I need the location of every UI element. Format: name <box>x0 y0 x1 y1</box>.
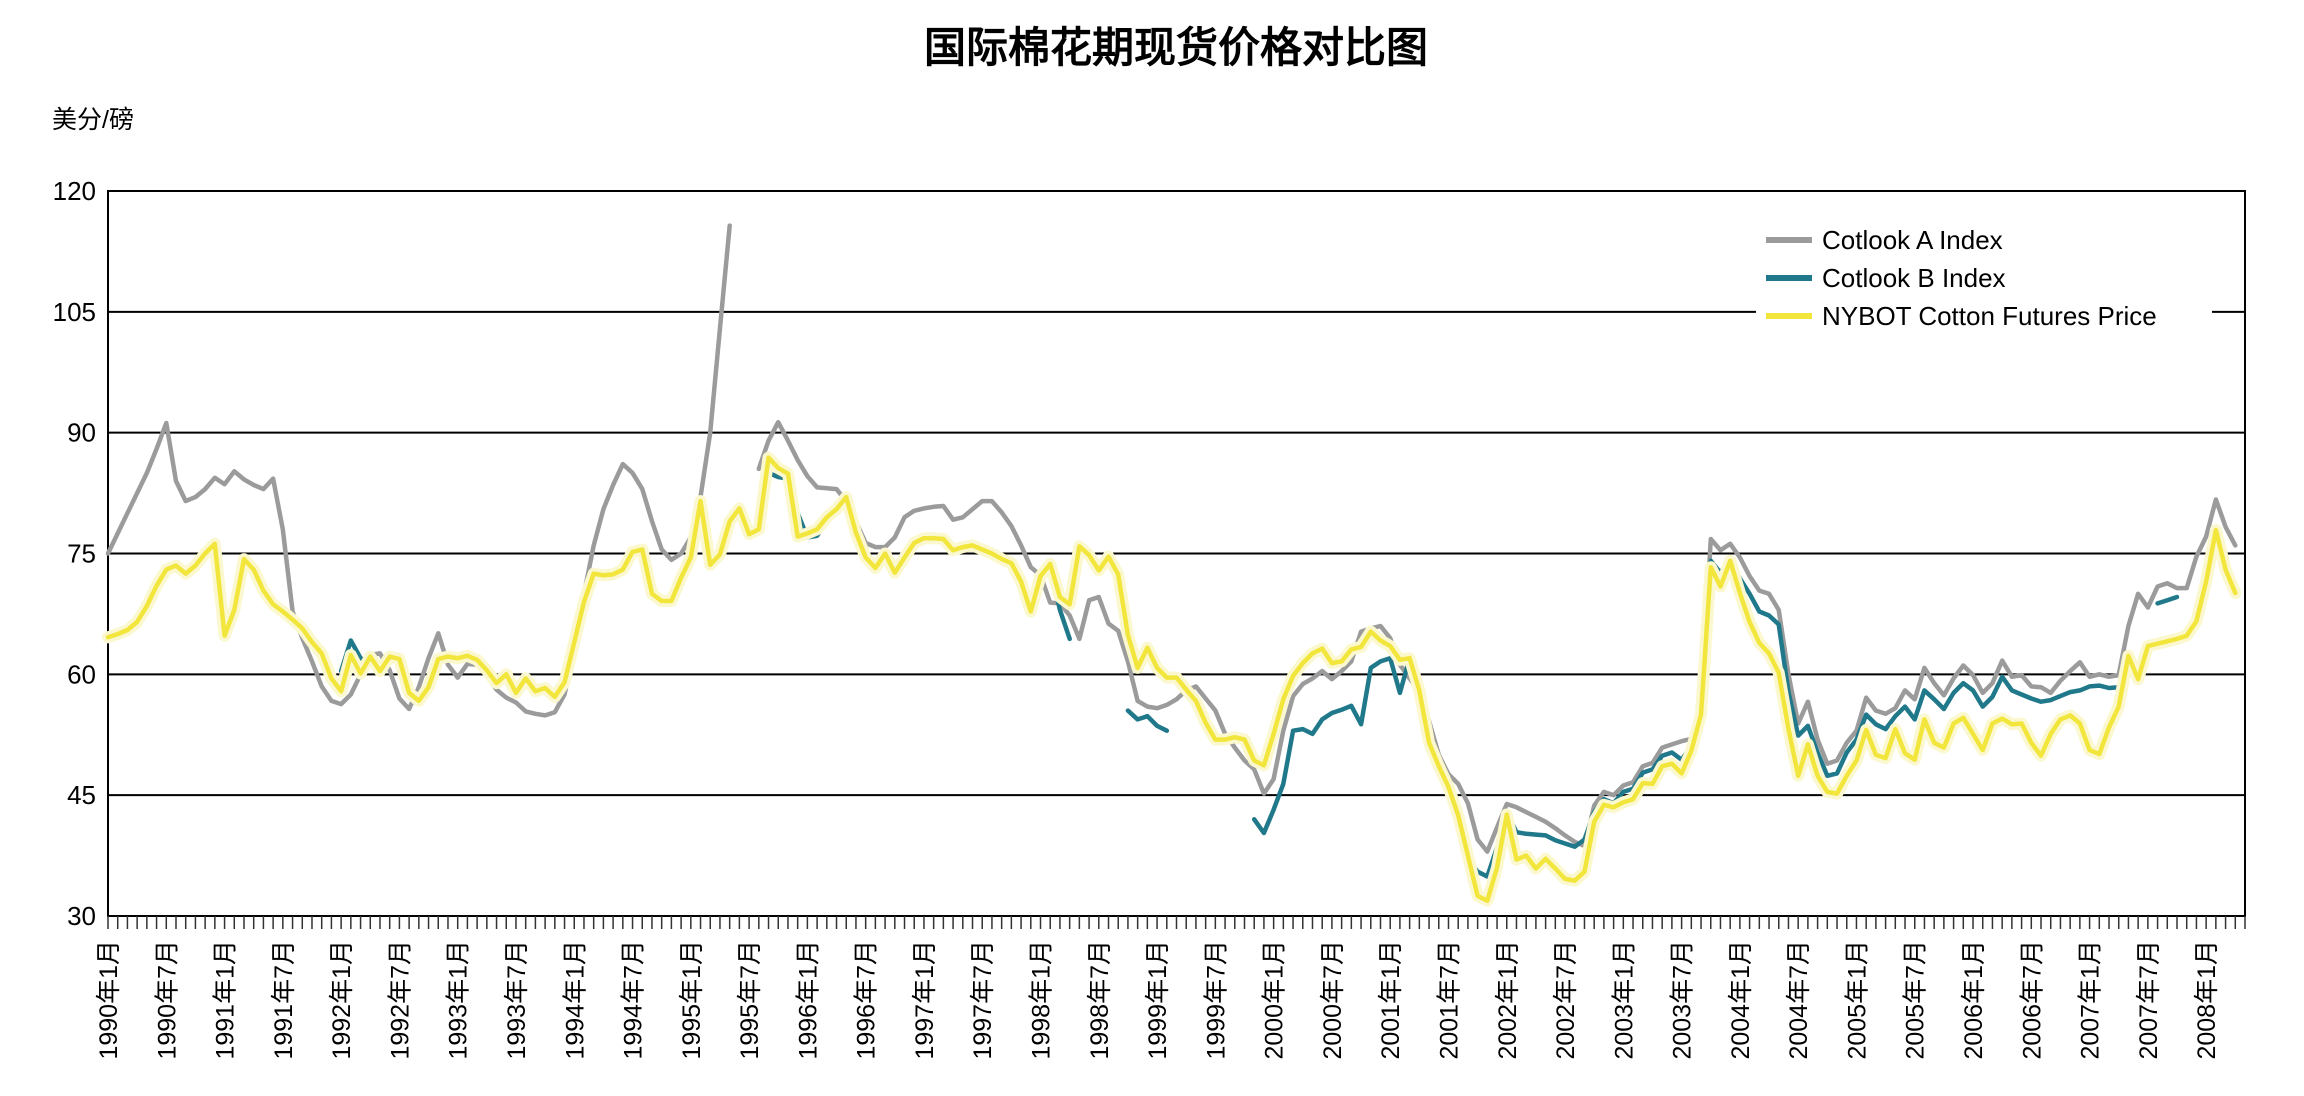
x-tick-label-1996年7月: 1996年7月 <box>853 940 881 1060</box>
x-tick-label-2003年7月: 2003年7月 <box>1669 940 1697 1060</box>
legend-label-cotlook-b-index: Cotlook B Index <box>1822 263 2006 293</box>
x-tick-label-1994年1月: 1994年1月 <box>561 940 589 1060</box>
y-tick-label-105: 105 <box>53 297 96 327</box>
y-tick-label-60: 60 <box>67 659 96 689</box>
x-tick-label-2006年1月: 2006年1月 <box>1960 940 1988 1060</box>
x-tick-label-1996年1月: 1996年1月 <box>794 940 822 1060</box>
x-tick-label-1991年7月: 1991年7月 <box>270 940 298 1060</box>
y-tick-label-75: 75 <box>67 539 96 569</box>
x-tick-label-2002年7月: 2002年7月 <box>1552 940 1580 1060</box>
x-tick-label-1997年7月: 1997年7月 <box>969 940 997 1060</box>
x-tick-label-1992年1月: 1992年1月 <box>328 940 356 1060</box>
x-tick-label-2006年7月: 2006年7月 <box>2018 940 2046 1060</box>
y-tick-label-30: 30 <box>67 901 96 931</box>
legend-label-cotlook-a-index: Cotlook A Index <box>1822 225 2003 255</box>
x-tick-label-1998年7月: 1998年7月 <box>1086 940 1114 1060</box>
x-tick-label-2000年1月: 2000年1月 <box>1261 940 1289 1060</box>
x-tick-label-1995年1月: 1995年1月 <box>678 940 706 1060</box>
x-tick-label-2004年1月: 2004年1月 <box>1727 940 1755 1060</box>
chart-title: 国际棉花期现货价格对比图 <box>924 24 1428 71</box>
y-tick-label-90: 90 <box>67 418 96 448</box>
x-tick-label-2005年1月: 2005年1月 <box>1843 940 1871 1060</box>
legend-label-nybot-futures: NYBOT Cotton Futures Price <box>1822 301 2157 331</box>
series-line-cotlook-a-index <box>756 419 2238 854</box>
x-tick-label-2004年7月: 2004年7月 <box>1785 940 1813 1060</box>
x-tick-label-1995年7月: 1995年7月 <box>736 940 764 1060</box>
y-tick-label-120: 120 <box>53 176 96 206</box>
x-tick-label-2003年1月: 2003年1月 <box>1610 940 1638 1060</box>
y-tick-label-45: 45 <box>67 780 96 810</box>
y-axis-unit-label: 美分/磅 <box>52 106 134 134</box>
x-tick-label-1999年7月: 1999年7月 <box>1202 940 1230 1060</box>
series-line-cotlook-a-index <box>105 223 732 718</box>
x-tick-label-2000年7月: 2000年7月 <box>1319 940 1347 1060</box>
series-line-nybot-futures <box>105 455 2238 903</box>
x-tick-label-2001年1月: 2001年1月 <box>1377 940 1405 1060</box>
x-tick-label-2002年1月: 2002年1月 <box>1494 940 1522 1060</box>
x-tick-label-1994年7月: 1994年7月 <box>620 940 648 1060</box>
x-tick-label-2008年1月: 2008年1月 <box>2193 940 2221 1060</box>
x-tick-label-2001年7月: 2001年7月 <box>1435 940 1463 1060</box>
x-tick-label-1991年1月: 1991年1月 <box>212 940 240 1060</box>
x-tick-label-2005年7月: 2005年7月 <box>1902 940 1930 1060</box>
x-tick-label-1990年1月: 1990年1月 <box>95 940 123 1060</box>
x-tick-label-2007年1月: 2007年1月 <box>2077 940 2105 1060</box>
x-tick-label-1999年1月: 1999年1月 <box>1144 940 1172 1060</box>
x-tick-label-1997年1月: 1997年1月 <box>911 940 939 1060</box>
x-tick-label-1998年1月: 1998年1月 <box>1028 940 1056 1060</box>
x-tick-label-2007年7月: 2007年7月 <box>2135 940 2163 1060</box>
x-tick-label-1993年1月: 1993年1月 <box>445 940 473 1060</box>
x-tick-label-1992年7月: 1992年7月 <box>386 940 414 1060</box>
legend: Cotlook A Index Cotlook B Index NYBOT Co… <box>1756 218 2212 334</box>
x-tick-label-1993年7月: 1993年7月 <box>503 940 531 1060</box>
series-line-cotlook-b-index <box>2155 594 2180 606</box>
series-line-cotlook-b-index <box>1125 708 1170 733</box>
x-tick-label-1990年7月: 1990年7月 <box>153 940 181 1060</box>
legend-background <box>1756 218 2212 334</box>
